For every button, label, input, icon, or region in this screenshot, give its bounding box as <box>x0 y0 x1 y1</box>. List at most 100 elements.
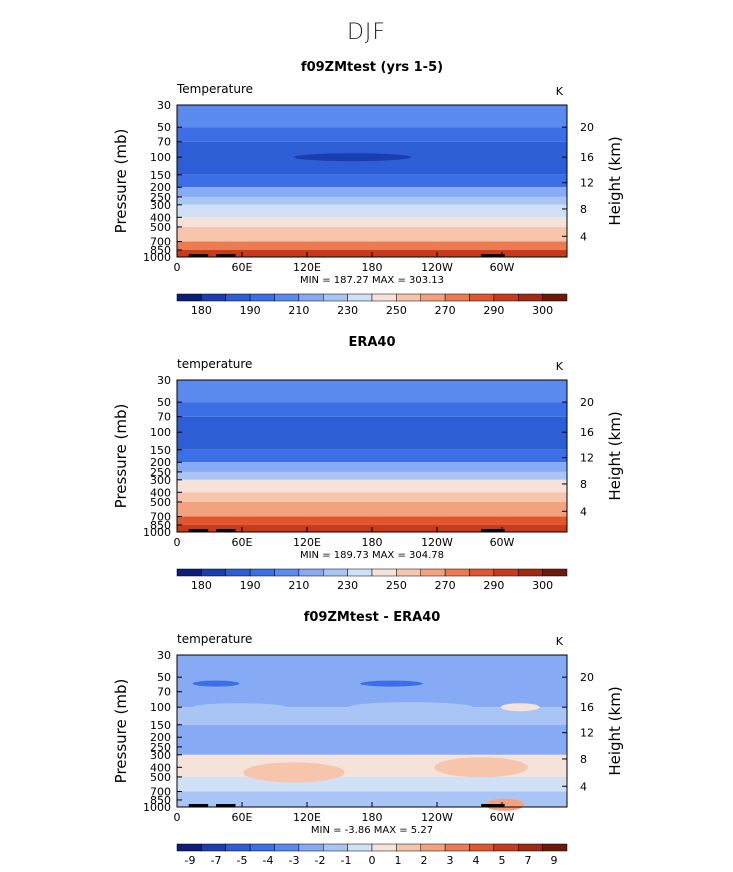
y-tick-label: 200 <box>150 731 171 744</box>
y2-tick-label: 8 <box>580 203 587 216</box>
y-tick-label: 150 <box>150 169 171 182</box>
contour-band <box>177 449 567 463</box>
colorbar-swatch <box>493 843 519 852</box>
colorbar-swatch <box>201 843 226 852</box>
topography <box>188 804 209 807</box>
colorbar-label: -4 <box>263 854 274 867</box>
y-tick-label: 1000 <box>143 251 171 264</box>
colorbar-swatch <box>542 293 568 302</box>
colorbar-swatch <box>201 293 226 302</box>
x-tick-label: 60W <box>490 536 515 549</box>
topography <box>481 804 505 807</box>
colorbar-label: 5 <box>499 854 506 867</box>
colorbar-swatch <box>444 568 470 577</box>
topography <box>481 254 505 257</box>
min-max-label: MIN = 189.73 MAX = 304.78 <box>300 550 444 561</box>
colorbar-swatch <box>469 568 495 577</box>
panel-title: ERA40 <box>348 335 395 350</box>
colorbar-swatch <box>323 843 348 852</box>
y2-tick-label: 8 <box>580 753 587 766</box>
colorbar-swatch <box>347 293 373 302</box>
y2-tick-label: 20 <box>580 121 594 134</box>
colorbar-label: 300 <box>532 304 553 317</box>
colorbar-label: 270 <box>435 579 456 592</box>
units-label: K <box>556 635 564 648</box>
y-tick-label: 50 <box>157 396 171 409</box>
y-tick-label: 200 <box>150 181 171 194</box>
y-tick-label: 300 <box>150 749 171 762</box>
contour-band <box>177 462 567 472</box>
colorbar-swatch <box>420 568 446 577</box>
colorbar-swatch <box>542 843 568 852</box>
contour-band <box>177 724 567 755</box>
chart-panel-1: f09ZMtest (yrs 1-5) Temperature K 30 50 70 100… <box>112 60 624 317</box>
contour-band <box>177 127 567 142</box>
x-tick-label: 120E <box>293 811 321 824</box>
min-max-label: MIN = -3.86 MAX = 5.27 <box>311 825 433 836</box>
y2-axis-label: Height (km) <box>606 136 624 225</box>
y-tick-label: 150 <box>150 444 171 457</box>
colorbar-label: 180 <box>191 579 212 592</box>
colorbar-label: 190 <box>240 304 261 317</box>
variable-label: temperature <box>177 357 252 371</box>
colorbar-swatch <box>298 293 324 302</box>
anomaly-feature <box>500 703 540 712</box>
colorbar-swatch <box>518 843 543 852</box>
anomaly-feature <box>360 680 423 687</box>
x-tick-label: 120W <box>421 536 453 549</box>
y2-tick-label: 12 <box>580 177 594 190</box>
panel-title: f09ZMtest - ERA40 <box>304 610 441 625</box>
y2-tick-label: 16 <box>580 151 594 164</box>
colorbar-swatch <box>347 843 373 852</box>
colorbar-label: -5 <box>237 854 248 867</box>
contour-band <box>177 105 567 128</box>
y2-axis-label: Height (km) <box>606 411 624 500</box>
colorbar-label: -7 <box>211 854 222 867</box>
y-tick-label: 100 <box>150 701 171 714</box>
colorbar-swatch <box>518 568 543 577</box>
colorbar-swatch <box>444 293 470 302</box>
colorbar-label: 0 <box>369 854 376 867</box>
contour-band <box>177 776 567 792</box>
colorbar-label: 300 <box>532 579 553 592</box>
colorbar-swatch <box>493 568 519 577</box>
y-tick-label: 200 <box>150 456 171 469</box>
topography <box>188 529 209 532</box>
y-tick-label: 850 <box>150 519 171 532</box>
colorbar-swatch <box>249 568 275 577</box>
colorbar-label: 270 <box>435 304 456 317</box>
colorbar-swatch <box>420 293 446 302</box>
colorbar-swatch <box>420 843 446 852</box>
colorbar-label: -2 <box>315 854 326 867</box>
anomaly-feature <box>192 680 240 687</box>
contour-band <box>177 204 567 218</box>
y2-tick-label: 16 <box>580 701 594 714</box>
colorbar-swatch <box>176 568 202 577</box>
y-tick-label: 700 <box>150 236 171 249</box>
contour-band <box>177 516 567 525</box>
colorbar-swatch <box>176 843 202 852</box>
contour-band <box>177 492 567 502</box>
colorbar-swatch <box>518 293 543 302</box>
y-tick-label: 850 <box>150 794 171 807</box>
y-tick-label: 70 <box>157 136 171 149</box>
colorbar-swatch <box>396 568 421 577</box>
colorbar-swatch <box>274 293 300 302</box>
colorbar-label: -3 <box>289 854 300 867</box>
colorbar-swatch <box>249 293 275 302</box>
colorbar-label: 2 <box>421 854 428 867</box>
contour-band <box>177 479 567 493</box>
y-tick-label: 700 <box>150 786 171 799</box>
anomaly-feature <box>434 757 528 778</box>
contour-band <box>177 655 567 708</box>
colorbar-swatch <box>347 568 373 577</box>
colorbar-label: -9 <box>185 854 196 867</box>
x-tick-label: 60E <box>232 536 253 549</box>
y-tick-label: 50 <box>157 671 171 684</box>
y-axis-label: Pressure (mb) <box>112 404 130 509</box>
colorbar-label: 250 <box>386 579 407 592</box>
colorbar-swatch <box>225 568 251 577</box>
y-tick-label: 700 <box>150 511 171 524</box>
contour-band <box>177 217 567 227</box>
